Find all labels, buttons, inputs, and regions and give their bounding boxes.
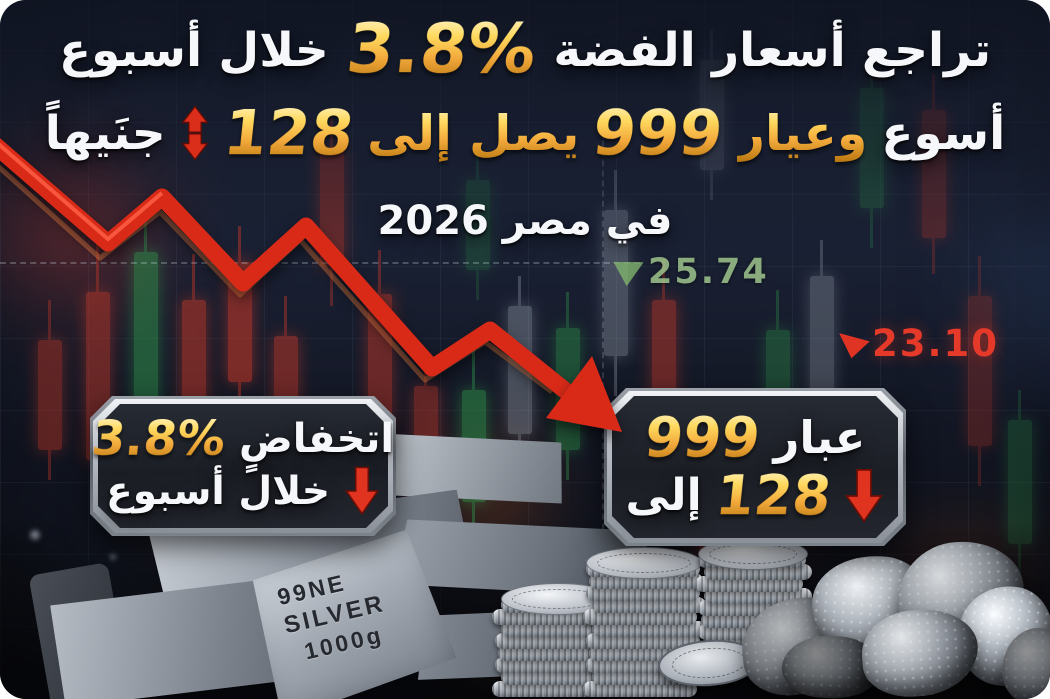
coin-face-ring [709, 544, 797, 564]
karat-price-badge: عبار 999 128 إلى [604, 388, 906, 546]
coin-ridges [592, 621, 706, 637]
silver-coin [592, 597, 706, 613]
coin-ridges [495, 657, 607, 673]
headline-tail: خلال أسبوع [58, 22, 329, 78]
line3-text: في مصر 2026 [377, 198, 673, 244]
silver-coin [586, 585, 700, 601]
badge-panel [98, 404, 388, 528]
dashed-gridline-vertical [602, 120, 604, 560]
red-down-arrow-icon [344, 466, 380, 516]
silver-coin [495, 657, 607, 673]
coin-ridges [498, 645, 610, 661]
silver-coin [586, 633, 700, 649]
line2-karat: 999 [589, 96, 727, 169]
silver-coin [695, 576, 803, 592]
silver-coin [592, 621, 706, 637]
badge-panel [612, 396, 898, 538]
badge-row: خلال أسبوع [106, 465, 380, 517]
silver-coin [501, 621, 613, 637]
candlestick [968, 256, 992, 486]
high-price-label: 25.74 [648, 252, 769, 292]
decline-percent: 3.8% [88, 411, 228, 467]
silver-ore-nugget [1002, 628, 1050, 699]
coin-face [586, 547, 702, 579]
silver-coin [498, 645, 610, 661]
badge-content: عبار 999 128 إلى [614, 398, 896, 536]
red-down-arrow-icon [845, 468, 884, 523]
coin-ridges [586, 633, 700, 649]
headline-percent: 3.8% [342, 10, 540, 89]
coin-face-ring [597, 553, 691, 573]
silver-coin [583, 609, 697, 625]
headline-line1: تراجع أسعار الفضة 3.8% خلال أسبوع [0, 10, 1050, 89]
coin-ridges [501, 621, 613, 637]
karat-value: 999 [641, 404, 763, 469]
badge-row: اتخفاضٍ 3.8% [88, 411, 395, 467]
headline-lead: تراجع أسعار الفضة [553, 22, 992, 78]
coin-ridges [583, 681, 697, 697]
to-word: إلى [625, 470, 702, 521]
decline-badge: اتخفاضٍ 3.8% خلال أسبوع [89, 396, 396, 536]
silver-coin [495, 633, 607, 649]
badge-content: اتخفاضٍ 3.8% خلال أسبوع [89, 406, 394, 526]
coin-ridges [586, 585, 700, 601]
low-price-label: 23.10 [872, 322, 1000, 365]
silver-coin [492, 681, 604, 697]
coin-ridges [501, 669, 613, 685]
coin-face-ring [671, 645, 747, 681]
line2-price: 128 [219, 96, 357, 169]
coin-ridges [695, 576, 803, 592]
badge-row: عبار 999 [641, 404, 866, 469]
coin-ridges [495, 633, 607, 649]
line2-gold-word1: وعيار [736, 104, 868, 162]
line2-gold-word2: يصل إلى [367, 104, 580, 162]
headline-line3: في مصر 2026 [0, 198, 1050, 244]
karat-word: عبار [773, 410, 866, 464]
headline-line2: أسوع وعيار 999 يصل إلى 128 جنَيهاً [0, 96, 1050, 169]
silver-coin [583, 681, 697, 697]
line2-lead: أسوع [881, 105, 1006, 161]
silver-coin [501, 669, 613, 685]
line2-tail: جنَيهاً [44, 105, 166, 161]
coin-ridges [592, 597, 706, 613]
up-down-arrows-icon [180, 105, 209, 161]
decline-word: اتخفاضٍ [238, 416, 395, 462]
decline-period: خلال أسبوع [106, 468, 330, 514]
coin-ridges [583, 609, 697, 625]
price-value: 128 [712, 463, 834, 527]
coin-ridges [492, 681, 604, 697]
badge-row: 128 إلى [625, 463, 885, 527]
